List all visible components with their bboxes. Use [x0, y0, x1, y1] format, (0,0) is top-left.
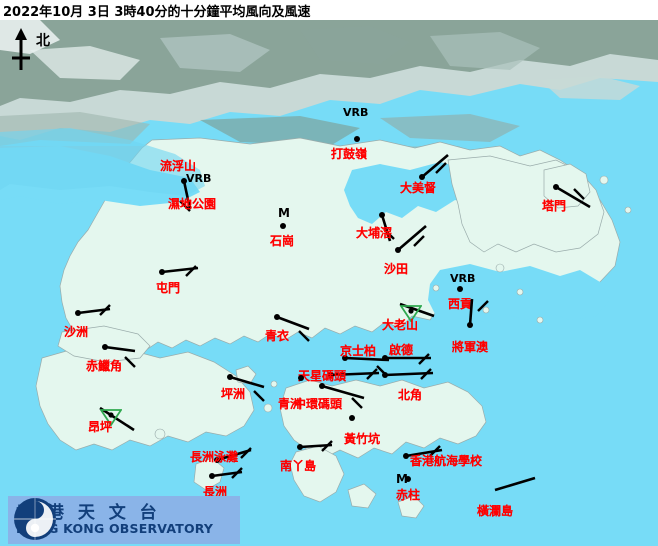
missing-data-flag: M	[278, 206, 290, 220]
variable-wind-flag: VRB	[450, 272, 476, 285]
station-label: 沙田	[384, 262, 409, 276]
station-dot-icon	[553, 184, 559, 190]
station-label: 昂坪	[88, 420, 113, 434]
station-label: 赤鱲角	[86, 359, 123, 373]
station-triangle-icon	[100, 409, 122, 426]
station-dot-icon	[419, 174, 425, 180]
map-canvas[interactable]: 北 打鼓嶺 VRB 流浮山 VRB 濕地公園 石崗 M 大美督 塔門 大埔滘 沙田 西貢 VRB 將軍澳屯…	[0, 20, 658, 546]
station-dot-icon	[342, 355, 348, 361]
station-dot-icon	[280, 223, 286, 229]
hko-logo: 香 港 天 文 台 HONG KONG OBSERVATORY	[8, 496, 240, 544]
station-dot-icon	[405, 476, 411, 482]
lantau-island	[35, 349, 255, 451]
station-dot-icon	[354, 136, 360, 142]
station-dot-icon	[457, 286, 463, 292]
station-label: 坪洲	[221, 387, 246, 401]
station-dot-icon	[319, 383, 325, 389]
station-dot-icon	[328, 372, 334, 378]
station-label: 大老山	[382, 318, 419, 332]
station-label: 青洲	[278, 397, 303, 411]
hko-name-english: HONG KONG OBSERVATORY	[16, 521, 214, 537]
station-dot-icon	[395, 247, 401, 253]
station-label: 石崗	[270, 234, 295, 248]
station-label: 西貢	[448, 297, 473, 311]
station-dot-icon	[403, 453, 409, 459]
station-label: 京士柏	[340, 344, 377, 358]
missing-data-flag: M	[396, 472, 408, 486]
station-label: 屯門	[156, 281, 181, 295]
station-label: 啟德	[389, 343, 414, 357]
station-label: 香港航海學校	[410, 454, 483, 468]
station-dot-icon	[467, 322, 473, 328]
page-title: 2022年10月 3日 3時40分的十分鐘平均風向及風速	[3, 5, 311, 20]
station-label: 濕地公園	[168, 197, 217, 211]
title-bar: 2022年10月 3日 3時40分的十分鐘平均風向及風速	[0, 0, 658, 20]
station-label: 青衣	[265, 329, 290, 343]
station-dot-icon	[382, 372, 388, 378]
station-label: 塔門	[542, 199, 567, 213]
station-label: 北角	[398, 388, 423, 402]
station-dot-icon	[349, 415, 355, 421]
station-dot-icon	[382, 355, 388, 361]
station-label: 赤柱	[396, 488, 421, 502]
station-label: 沙洲	[64, 325, 89, 339]
station-dot-icon	[298, 375, 304, 381]
station-label: 打鼓嶺	[331, 147, 368, 161]
station-label: 南丫島	[280, 459, 317, 473]
station-label: 長洲	[203, 485, 228, 499]
station-label: 將軍澳	[452, 340, 489, 354]
map-geography	[0, 20, 658, 546]
station-label: 大埔滘	[356, 226, 393, 240]
station-label: 流浮山	[160, 159, 197, 173]
station-dot-icon	[102, 344, 108, 350]
station-dot-icon	[209, 473, 215, 479]
station-label: 橫瀾島	[477, 504, 514, 518]
station-dot-icon	[159, 269, 165, 275]
station-dot-icon	[227, 374, 233, 380]
variable-wind-flag: VRB	[186, 172, 212, 185]
station-label: 中環碼頭	[294, 397, 343, 411]
station-dot-icon	[274, 314, 280, 320]
station-dot-icon	[214, 457, 220, 463]
po-toi-islands	[397, 495, 425, 519]
hko-swirl-logo-icon	[14, 498, 56, 540]
station-label: 天星碼頭	[298, 369, 347, 383]
station-label: 長洲泳灘	[190, 450, 239, 464]
station-triangle-icon	[400, 305, 422, 322]
station-dot-icon	[379, 212, 385, 218]
north-arrow-icon: 北	[6, 26, 66, 78]
station-dot-icon	[75, 310, 81, 316]
variable-wind-flag: VRB	[343, 106, 369, 119]
station-label: 大美督	[400, 181, 437, 195]
station-label: 黃竹坑	[344, 432, 381, 446]
station-dot-icon	[297, 444, 303, 450]
north-label: 北	[36, 33, 50, 49]
